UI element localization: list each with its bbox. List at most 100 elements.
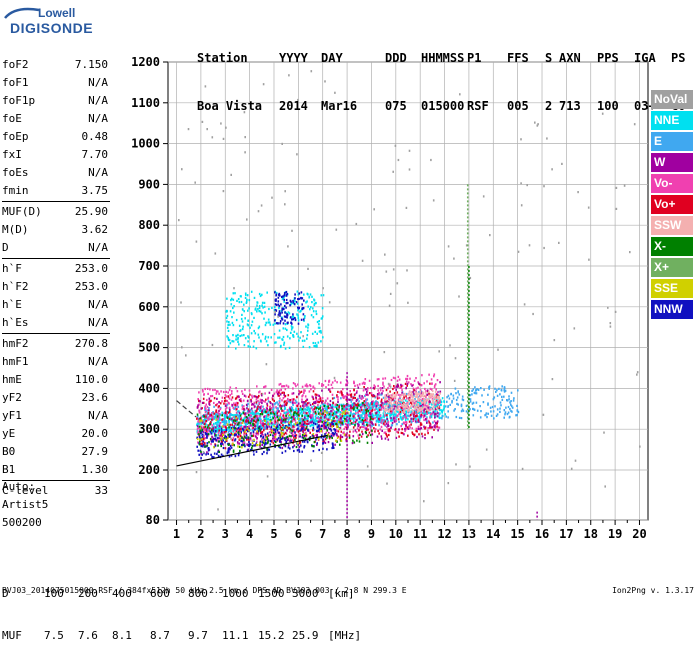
data-point bbox=[377, 389, 379, 391]
data-point bbox=[274, 333, 276, 335]
data-point bbox=[395, 428, 397, 430]
data-point bbox=[278, 432, 280, 434]
data-point bbox=[440, 404, 442, 406]
data-point bbox=[257, 406, 259, 408]
data-point bbox=[370, 387, 372, 389]
data-point bbox=[272, 417, 274, 419]
data-point bbox=[453, 258, 455, 260]
data-point bbox=[288, 394, 290, 396]
data-point bbox=[321, 421, 323, 423]
data-point bbox=[430, 413, 432, 415]
data-point bbox=[274, 323, 276, 325]
data-point bbox=[293, 412, 295, 414]
data-point bbox=[239, 437, 241, 439]
data-point bbox=[493, 417, 495, 419]
data-point bbox=[395, 407, 397, 409]
data-point bbox=[286, 299, 288, 301]
data-point bbox=[250, 414, 252, 416]
data-point bbox=[418, 393, 420, 395]
data-point bbox=[205, 426, 207, 428]
data-point bbox=[318, 420, 320, 422]
data-point bbox=[508, 395, 510, 397]
data-point bbox=[316, 417, 318, 419]
data-point bbox=[283, 405, 285, 407]
data-point bbox=[322, 406, 324, 408]
data-point bbox=[231, 303, 233, 305]
data-point bbox=[497, 395, 499, 397]
data-point bbox=[287, 322, 289, 324]
data-point bbox=[469, 408, 471, 410]
data-point bbox=[426, 409, 428, 411]
data-point bbox=[290, 428, 292, 430]
data-point bbox=[359, 434, 361, 436]
data-point bbox=[510, 410, 512, 412]
data-point bbox=[212, 389, 214, 391]
data-point bbox=[421, 433, 423, 435]
data-point bbox=[298, 414, 300, 416]
data-point bbox=[304, 417, 306, 419]
data-point bbox=[363, 420, 365, 422]
data-point bbox=[224, 417, 226, 419]
data-point bbox=[490, 410, 492, 412]
data-point bbox=[291, 416, 293, 418]
data-point bbox=[428, 410, 430, 412]
data-point bbox=[229, 418, 231, 420]
data-point bbox=[342, 436, 344, 438]
data-point bbox=[289, 312, 291, 314]
data-point bbox=[398, 436, 400, 438]
data-point bbox=[262, 423, 264, 425]
data-point bbox=[402, 400, 404, 402]
data-point bbox=[285, 432, 287, 434]
data-point bbox=[283, 433, 285, 435]
data-point bbox=[415, 377, 417, 379]
data-point bbox=[415, 402, 417, 404]
data-point bbox=[380, 387, 382, 389]
data-point bbox=[474, 386, 476, 388]
data-point bbox=[439, 401, 441, 403]
data-point bbox=[375, 424, 377, 426]
data-point bbox=[214, 397, 216, 399]
data-point bbox=[218, 410, 220, 412]
y-tick-label: 300 bbox=[138, 422, 160, 436]
data-point bbox=[197, 404, 199, 406]
data-point bbox=[304, 433, 306, 435]
data-point bbox=[228, 444, 230, 446]
data-point bbox=[400, 395, 402, 397]
data-point bbox=[369, 412, 371, 414]
data-point bbox=[302, 415, 304, 417]
data-point bbox=[327, 403, 329, 405]
data-point bbox=[199, 411, 201, 413]
data-point bbox=[326, 412, 328, 414]
data-point bbox=[211, 419, 213, 421]
data-point bbox=[253, 427, 255, 429]
data-point bbox=[253, 419, 255, 421]
data-point bbox=[386, 434, 388, 436]
data-point bbox=[206, 428, 208, 430]
data-point bbox=[387, 387, 389, 389]
data-point bbox=[325, 420, 327, 422]
data-point bbox=[211, 412, 213, 414]
data-point bbox=[260, 340, 262, 342]
data-point bbox=[405, 419, 407, 421]
data-point bbox=[299, 433, 301, 435]
data-point bbox=[225, 408, 227, 410]
data-point bbox=[395, 420, 397, 422]
data-point bbox=[381, 392, 383, 394]
data-point bbox=[390, 427, 392, 429]
data-point bbox=[276, 322, 278, 324]
data-point bbox=[444, 413, 446, 415]
data-point bbox=[218, 393, 220, 395]
data-point bbox=[415, 393, 417, 395]
data-point bbox=[318, 342, 320, 344]
data-point bbox=[268, 400, 270, 402]
data-point bbox=[266, 408, 268, 410]
data-point bbox=[314, 331, 316, 333]
data-point bbox=[379, 411, 381, 413]
data-point bbox=[244, 136, 246, 138]
data-point bbox=[403, 403, 405, 405]
data-point bbox=[248, 422, 250, 424]
data-point bbox=[249, 299, 251, 301]
data-point bbox=[211, 414, 213, 416]
data-point bbox=[281, 428, 283, 430]
x-tick-label: 12 bbox=[437, 527, 451, 541]
